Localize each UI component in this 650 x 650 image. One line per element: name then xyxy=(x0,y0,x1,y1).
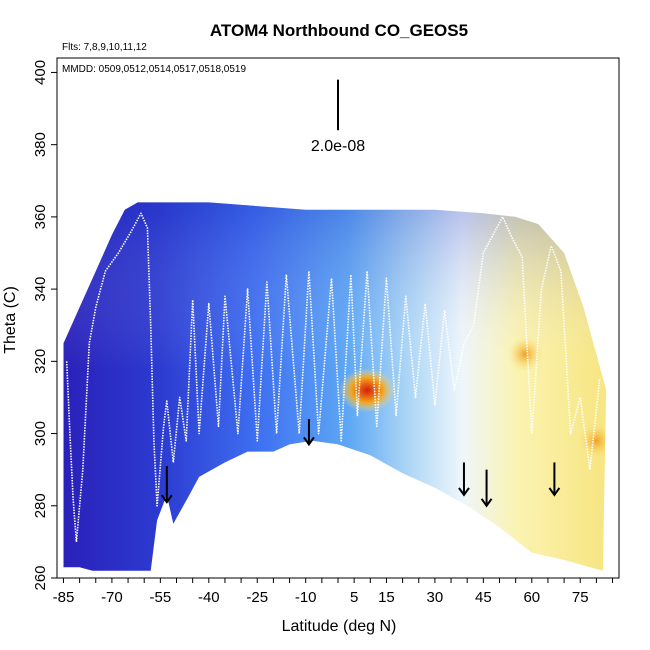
x-tick-label: 60 xyxy=(523,589,540,606)
x-axis: -85 -70 -55 -40 -25 -10 5 15 30 45 60 75 xyxy=(53,578,614,606)
y-tick-label: 360 xyxy=(32,204,49,229)
scale-bar-label: 2.0e-08 xyxy=(311,138,365,155)
flight-track-layer xyxy=(65,212,601,543)
y-axis: 260 280 300 320 340 360 380 400 xyxy=(32,60,57,591)
arrow-3 xyxy=(480,469,493,508)
y-tick-label: 300 xyxy=(32,421,49,446)
arrow-4 xyxy=(548,462,561,497)
y-tick-label: 280 xyxy=(32,493,49,518)
x-tick-label: -25 xyxy=(246,589,268,606)
x-tick-label: -40 xyxy=(198,589,220,606)
arrow-0 xyxy=(161,466,173,504)
x-tick-label: 5 xyxy=(350,589,358,606)
y-axis-label: Theta (C) xyxy=(2,286,19,354)
x-tick-label: 15 xyxy=(378,589,395,606)
x-tick-label: 75 xyxy=(572,589,589,606)
x-tick-label: -55 xyxy=(150,589,172,606)
x-tick-label: 45 xyxy=(475,589,492,606)
x-axis-label: Latitude (deg N) xyxy=(282,618,397,635)
hotspot-0 xyxy=(339,368,396,413)
y-tick-label: 400 xyxy=(32,60,49,85)
chart-title: ATOM4 Northbound CO_GEOS5 xyxy=(210,21,468,40)
hotspot-1 xyxy=(507,336,544,373)
y-tick-label: 260 xyxy=(32,565,49,590)
hotspot-layer xyxy=(339,336,607,459)
x-tick-label: -85 xyxy=(53,589,75,606)
arrow-2 xyxy=(458,462,470,497)
x-tick-label: -70 xyxy=(101,589,123,606)
x-tick-label: 30 xyxy=(427,589,444,606)
dates-subtitle: MMDD: 0509,0512,0514,0517,0518,0519 xyxy=(62,64,246,75)
colour-field xyxy=(63,202,607,571)
y-tick-label: 320 xyxy=(32,349,49,374)
flight-track xyxy=(65,212,601,543)
arrow-layer xyxy=(161,419,561,508)
field-vertical-shade xyxy=(63,202,607,571)
flights-subtitle: Flts: 7,8,9,10,11,12 xyxy=(62,42,147,53)
arrow-1 xyxy=(303,419,315,447)
y-tick-label: 380 xyxy=(32,132,49,157)
x-tick-label: -10 xyxy=(295,589,317,606)
y-tick-label: 340 xyxy=(32,277,49,302)
